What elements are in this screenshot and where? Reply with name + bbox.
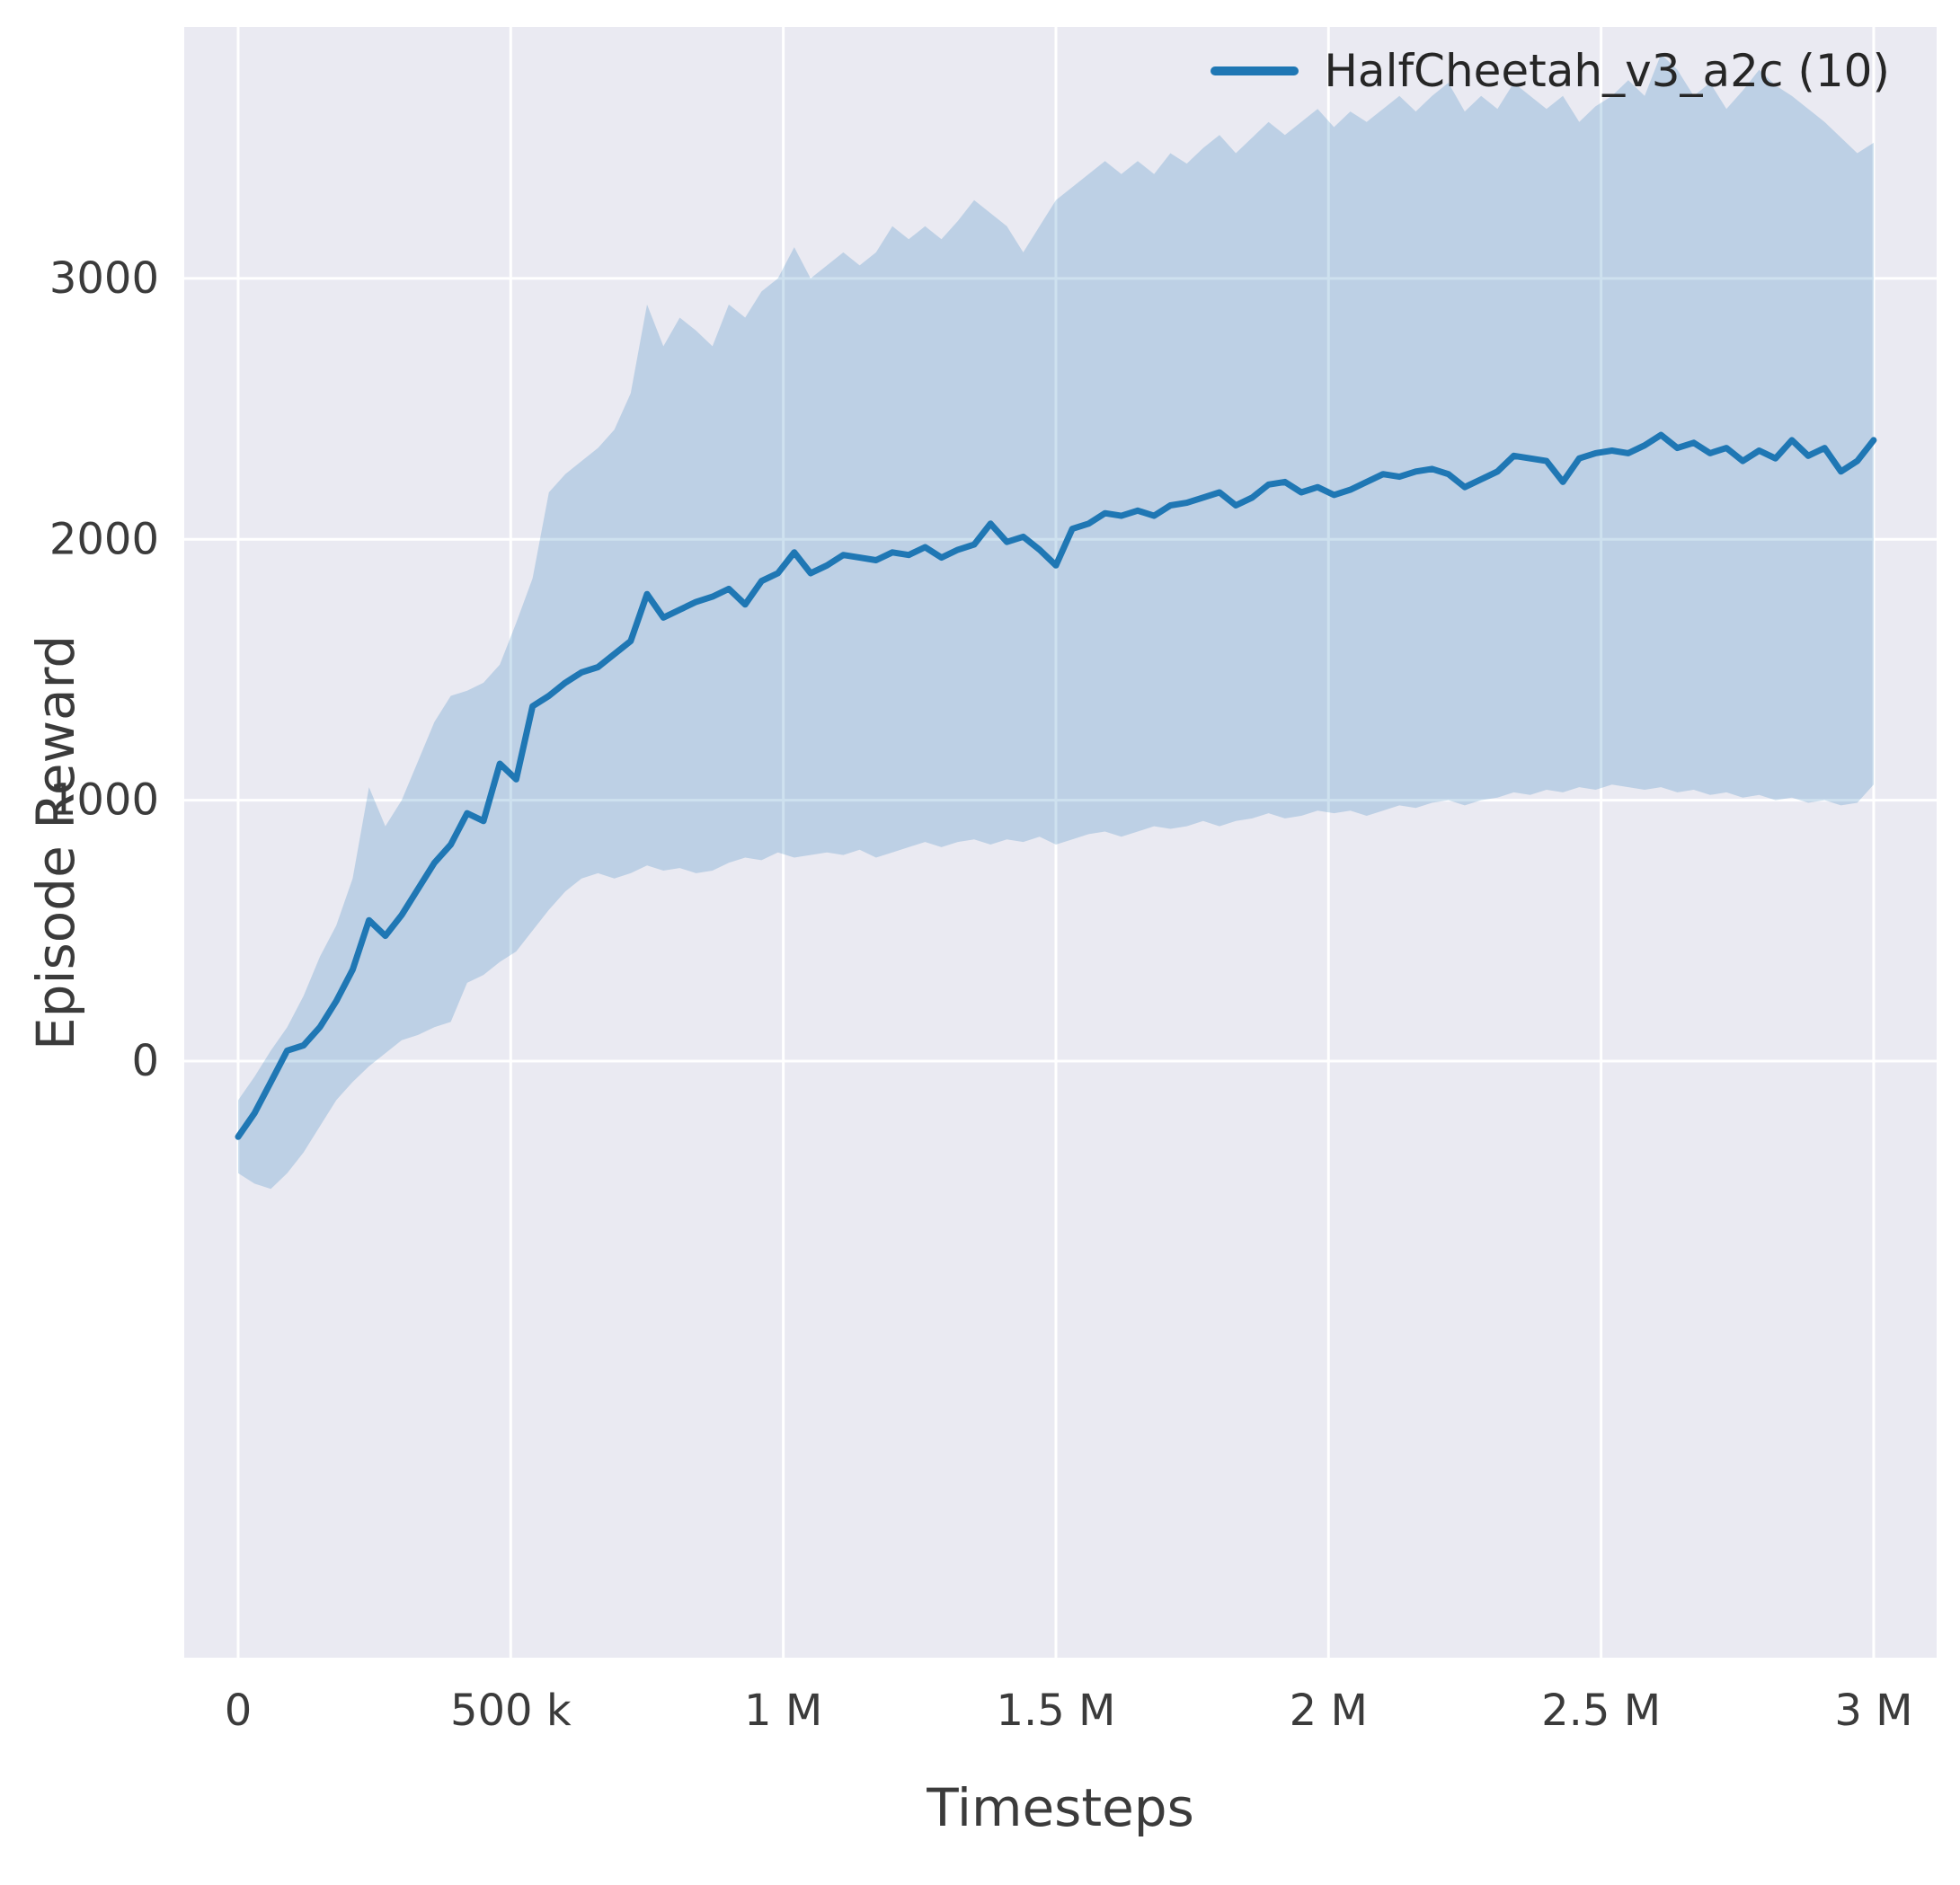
x-tick-label: 1.5 M [996,1686,1115,1736]
x-tick-label: 3 M [1834,1686,1912,1736]
y-tick-label: 1000 [49,775,159,826]
x-tick-label: 500 k [450,1686,572,1736]
plot-area [184,27,1937,1658]
y-tick-label: 0 [131,1036,159,1086]
y-tick-label: 2000 [49,514,159,564]
y-tick-label: 3000 [49,253,159,304]
y-axis-label: Episode Reward [25,634,86,1050]
confidence-band [238,54,1874,1190]
x-tick-label: 1 M [744,1686,822,1736]
mean-line [235,431,1877,1140]
legend: HalfCheetah_v3_a2c (10) [1211,45,1890,97]
x-tick-label: 2.5 M [1541,1686,1661,1736]
x-tick-label: 0 [225,1686,253,1736]
x-tick-label: 2 M [1290,1686,1368,1736]
x-axis-label: Timesteps [927,1777,1194,1838]
legend-line-swatch [1211,66,1299,75]
legend-label: HalfCheetah_v3_a2c (10) [1324,45,1890,97]
